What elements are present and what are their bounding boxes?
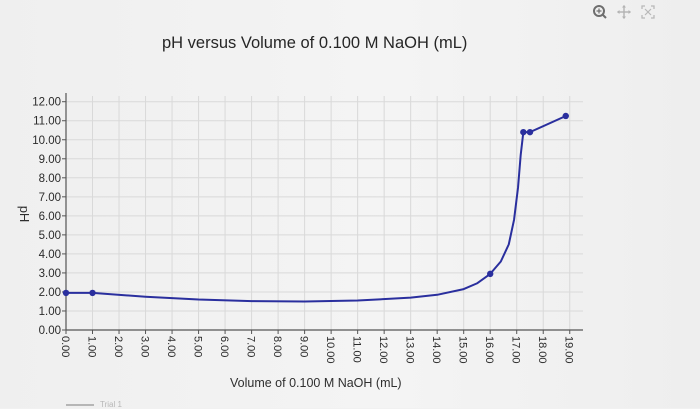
y-tick-label: 12.00 xyxy=(32,97,61,109)
x-tick-label: 2.00 xyxy=(112,336,124,357)
x-tick-label: 11.00 xyxy=(351,336,363,363)
data-point[interactable] xyxy=(520,128,527,136)
y-axis-label: pH xyxy=(17,206,32,223)
x-tick-label: 16.00 xyxy=(483,336,495,364)
series-layer xyxy=(62,112,569,303)
legend-line xyxy=(66,403,94,406)
data-point[interactable] xyxy=(89,289,96,297)
x-axis-label: Volume of 0.100 M NaOH (mL) xyxy=(230,376,402,390)
chart-title: pH versus Volume of 0.100 M NaOH (mL) xyxy=(162,34,467,52)
x-tick-label: 19.00 xyxy=(563,336,575,364)
x-tick-label: 18.00 xyxy=(536,336,548,364)
x-tick-label: 7.00 xyxy=(245,336,257,357)
x-tick-label: 14.00 xyxy=(430,336,442,364)
y-tick-label: 5.00 xyxy=(39,230,61,242)
axis-layer: 0.00 1.00 2.00 3.00 4.00 5.00 6.00 7.00 8.00 9.00… xyxy=(32,93,583,364)
reset-axes-button[interactable] xyxy=(638,2,658,22)
zoom-button[interactable] xyxy=(590,2,610,22)
x-tick-label: 1.00 xyxy=(86,336,98,357)
y-tick-label: 4.00 xyxy=(39,249,61,261)
x-tick-label: 13.00 xyxy=(404,336,416,364)
x-tick-label: 4.00 xyxy=(165,336,177,357)
y-tick-label: 2.00 xyxy=(39,287,61,299)
x-tick-label: 5.00 xyxy=(192,336,204,357)
data-point[interactable] xyxy=(526,128,534,136)
x-tick-label: 10.00 xyxy=(324,336,336,364)
legend-label: Trial 1 xyxy=(100,400,122,409)
grid-layer xyxy=(65,96,583,331)
zoom-icon xyxy=(593,5,607,19)
y-tick-label: 7.00 xyxy=(39,192,61,204)
chart-toolbar xyxy=(590,2,658,22)
data-point[interactable] xyxy=(562,112,569,120)
chart-legend: Trial 1 xyxy=(66,400,122,409)
x-tick-label: 17.00 xyxy=(510,336,522,364)
y-tick-label: 3.00 xyxy=(39,268,61,280)
series-line xyxy=(65,114,567,303)
y-tick-label: 1.00 xyxy=(39,306,61,318)
y-tick-label: 10.00 xyxy=(32,135,61,147)
y-tick-label: 0.00 xyxy=(39,325,61,337)
x-tick-label: 0.00 xyxy=(59,336,71,357)
data-point[interactable] xyxy=(487,270,494,278)
y-tick-label: 11.00 xyxy=(33,116,61,128)
x-tick-label: 12.00 xyxy=(377,336,389,364)
x-tick-label: 3.00 xyxy=(139,336,151,357)
reset-axes-icon xyxy=(641,5,655,19)
x-tick-label: 9.00 xyxy=(298,336,310,357)
x-tick-label: 8.00 xyxy=(271,336,283,357)
data-point[interactable] xyxy=(62,289,70,297)
x-tick-label: 6.00 xyxy=(218,336,230,357)
pan-button[interactable] xyxy=(614,2,634,22)
y-tick-label: 6.00 xyxy=(39,211,61,223)
x-tick-label: 15.00 xyxy=(457,336,469,364)
label-layer: pH versus Volume of 0.100 M NaOH (mL) Vo… xyxy=(17,34,467,390)
y-tick-label: 8.00 xyxy=(39,173,61,185)
pan-icon xyxy=(617,5,631,19)
y-tick-label: 9.00 xyxy=(39,154,61,166)
